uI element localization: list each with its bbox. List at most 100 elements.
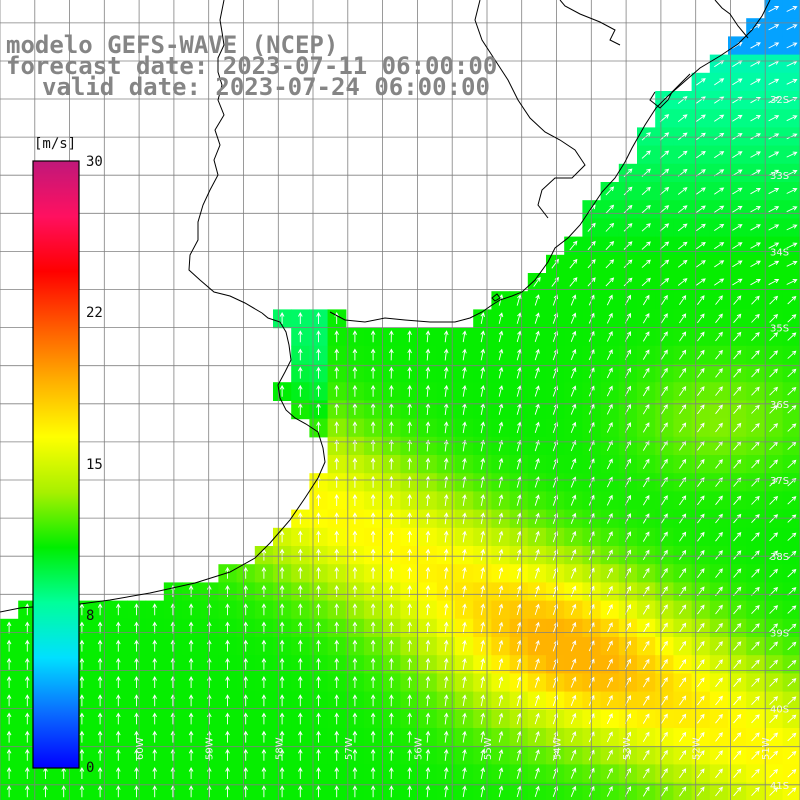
wind-arrow bbox=[425, 530, 431, 543]
wind-arrow bbox=[679, 604, 687, 615]
wind-arrow bbox=[714, 78, 725, 86]
wind-arrow bbox=[751, 568, 760, 578]
wind-arrow bbox=[25, 676, 30, 688]
wind-arrow bbox=[334, 548, 339, 561]
wind-arrow bbox=[787, 514, 797, 523]
wind-arrow bbox=[606, 785, 613, 797]
wind-arrow bbox=[677, 187, 688, 195]
wind-arrow bbox=[787, 350, 797, 359]
wind-arrow bbox=[79, 676, 85, 688]
wind-arrow bbox=[389, 548, 394, 561]
wind-arrow bbox=[279, 312, 285, 324]
wind-arrow bbox=[389, 694, 394, 707]
wind-arrow bbox=[25, 730, 30, 743]
wind-arrow bbox=[751, 386, 760, 396]
wind-arrow bbox=[261, 657, 267, 670]
wind-arrow bbox=[25, 712, 30, 725]
wind-arrow bbox=[389, 639, 394, 652]
wind-arrow bbox=[207, 730, 212, 743]
wind-arrow bbox=[498, 621, 504, 634]
wind-arrow bbox=[516, 658, 522, 670]
wind-arrow bbox=[769, 459, 779, 469]
wind-arrow bbox=[188, 694, 194, 707]
wind-arrow bbox=[751, 532, 760, 542]
wind-arrow bbox=[714, 187, 725, 195]
lagoa-mirim-outline bbox=[474, 0, 586, 219]
wind-arrow bbox=[715, 295, 723, 305]
wind-arrow bbox=[116, 694, 121, 707]
wind-arrow bbox=[498, 676, 504, 688]
wind-arrow bbox=[279, 657, 285, 670]
wind-arrow bbox=[261, 785, 267, 798]
wind-arrow bbox=[750, 133, 761, 140]
wind-arrow bbox=[207, 785, 212, 798]
wind-arrow bbox=[225, 785, 230, 798]
wind-arrow bbox=[370, 512, 376, 525]
wind-arrow bbox=[696, 187, 706, 195]
wind-arrow bbox=[679, 404, 687, 415]
wind-arrow bbox=[207, 657, 212, 670]
wind-arrow bbox=[116, 639, 121, 652]
wind-arrow bbox=[787, 787, 797, 796]
wind-arrow bbox=[606, 421, 613, 433]
wind-arrow bbox=[660, 786, 668, 797]
wind-arrow bbox=[787, 769, 797, 778]
wind-arrow bbox=[243, 767, 248, 779]
wind-arrow bbox=[534, 767, 540, 779]
wind-arrow bbox=[425, 384, 431, 397]
wind-arrow bbox=[732, 242, 743, 249]
wind-arrow bbox=[768, 169, 780, 176]
wind-arrow bbox=[334, 348, 339, 361]
wind-arrow bbox=[659, 150, 670, 159]
wind-arrow bbox=[679, 640, 687, 651]
wind-arrow bbox=[516, 567, 522, 579]
wind-arrow bbox=[677, 278, 688, 286]
wind-arrow bbox=[462, 384, 467, 397]
wind-arrow bbox=[768, 97, 780, 104]
wind-arrow bbox=[697, 768, 705, 779]
wind-arrow bbox=[679, 440, 687, 451]
latitude-label: 37S bbox=[770, 476, 789, 487]
wind-arrow bbox=[570, 348, 577, 361]
wind-arrow bbox=[660, 331, 668, 342]
wind-arrow bbox=[443, 421, 449, 434]
wind-arrow bbox=[243, 603, 248, 616]
wind-arrow bbox=[660, 695, 668, 706]
wind-arrow bbox=[642, 731, 650, 743]
wind-arrow bbox=[750, 224, 761, 231]
wind-arrow bbox=[534, 421, 540, 434]
wind-arrow bbox=[534, 712, 540, 725]
wind-arrow bbox=[769, 550, 779, 560]
wind-arrow bbox=[352, 366, 358, 379]
argentina-coastline bbox=[0, 312, 326, 613]
wind-arrow bbox=[750, 42, 761, 49]
wind-arrow bbox=[462, 785, 467, 798]
wind-arrow bbox=[370, 330, 376, 343]
wind-arrow bbox=[679, 331, 687, 342]
wind-arrow bbox=[733, 677, 742, 687]
wind-arrow bbox=[480, 676, 486, 688]
wind-arrow bbox=[768, 24, 780, 31]
wind-arrow bbox=[498, 494, 504, 506]
wind-arrow bbox=[677, 114, 688, 123]
longitude-label: 58W bbox=[274, 737, 285, 760]
wind-arrow bbox=[534, 658, 540, 670]
wind-arrow bbox=[389, 730, 394, 743]
wind-arrow bbox=[97, 785, 103, 798]
wind-arrow bbox=[733, 732, 742, 742]
wind-arrow bbox=[697, 604, 705, 615]
wind-arrow bbox=[660, 313, 668, 324]
wind-arrow bbox=[679, 731, 687, 742]
wind-arrow bbox=[534, 621, 540, 634]
wind-arrow bbox=[534, 731, 540, 743]
wind-arrow bbox=[298, 730, 303, 743]
wind-arrow bbox=[679, 549, 687, 560]
wind-arrow bbox=[97, 748, 103, 761]
wind-arrow bbox=[697, 695, 705, 706]
wind-arrow bbox=[769, 350, 779, 360]
wind-arrow bbox=[443, 712, 449, 725]
wind-arrow bbox=[642, 422, 650, 433]
wind-arrow bbox=[715, 732, 723, 742]
wind-arrow bbox=[389, 348, 394, 361]
wind-arrow bbox=[316, 785, 321, 798]
